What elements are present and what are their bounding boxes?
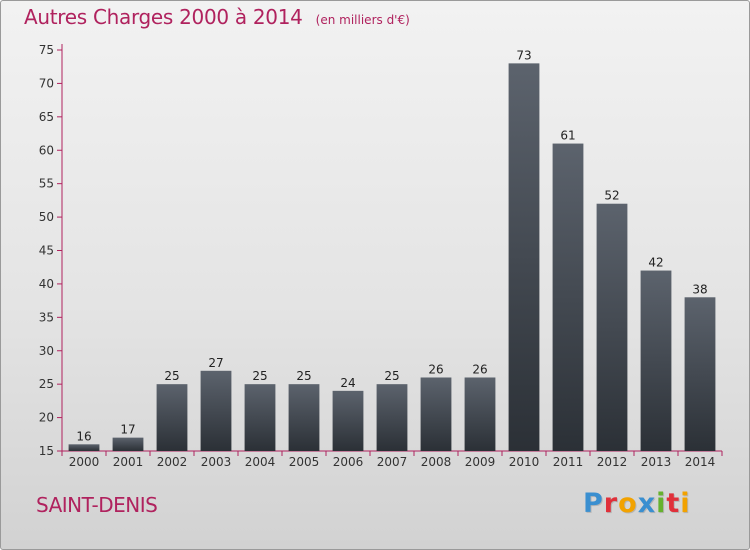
bar [596, 203, 628, 451]
data-label: 26 [472, 362, 487, 376]
bar [244, 384, 276, 451]
bar [156, 384, 188, 451]
x-tick-label: 2009 [465, 455, 496, 469]
x-tick-label: 2014 [685, 455, 716, 469]
x-tick-label: 2002 [157, 455, 188, 469]
y-tick-label: 35 [39, 310, 54, 324]
logo-letter: P [583, 488, 604, 519]
y-tick-label: 55 [39, 177, 54, 191]
logo-letter: t [666, 488, 681, 519]
y-tick-label: 15 [39, 444, 54, 458]
logo-letter: i [656, 488, 667, 519]
x-tick-label: 2011 [553, 455, 584, 469]
x-tick-label: 2012 [597, 455, 628, 469]
x-tick-label: 2008 [421, 455, 452, 469]
x-tick-label: 2006 [333, 455, 364, 469]
value-labels: 16 2000 17 2001 25 2002 27 2003 25 2004 25 2005 24 20… [69, 48, 716, 469]
data-label: 26 [428, 362, 443, 376]
data-label: 25 [252, 369, 267, 383]
y-tick-label: 50 [39, 210, 54, 224]
data-label: 73 [516, 48, 531, 62]
bar [640, 270, 672, 451]
proxiti-logo: Proxiti [583, 488, 691, 519]
data-label: 61 [560, 129, 575, 143]
data-label: 52 [604, 189, 619, 203]
y-tick-label: 70 [39, 76, 54, 90]
data-label: 25 [384, 369, 399, 383]
y-tick-label: 60 [39, 143, 54, 157]
bar [684, 297, 716, 451]
y-tick-label: 30 [39, 344, 54, 358]
y-tick-label: 40 [39, 277, 54, 291]
title-text: Autres Charges 2000 à 2014 [24, 5, 303, 29]
bar [200, 370, 232, 451]
y-tick-label: 65 [39, 110, 54, 124]
x-tick-label: 2013 [641, 455, 672, 469]
bar [288, 384, 320, 451]
chart-title: Autres Charges 2000 à 2014 (en milliers … [24, 5, 410, 29]
bar [68, 444, 100, 451]
bar [552, 143, 584, 452]
bar [420, 377, 452, 451]
title-unit: (en milliers d'€) [315, 13, 410, 27]
y-tick-label: 75 [39, 43, 54, 57]
y-tick-label: 20 [39, 411, 54, 425]
x-tick-label: 2003 [201, 455, 232, 469]
data-label: 25 [164, 369, 179, 383]
bar [332, 390, 364, 451]
data-label: 24 [340, 376, 355, 390]
y-tick-label: 25 [39, 377, 54, 391]
x-tick-label: 2010 [509, 455, 540, 469]
x-tick-label: 2005 [289, 455, 320, 469]
x-tick-label: 2000 [69, 455, 100, 469]
x-tick-label: 2004 [245, 455, 276, 469]
bar [508, 63, 540, 451]
data-label: 42 [648, 256, 663, 270]
logo-letter: i [680, 488, 691, 519]
bars [68, 63, 716, 452]
bar [464, 377, 496, 451]
data-label: 17 [120, 423, 135, 437]
logo-letter: x [637, 488, 657, 519]
data-label: 38 [692, 282, 707, 296]
data-label: 16 [76, 429, 91, 443]
bar [376, 384, 408, 451]
x-tick-label: 2007 [377, 455, 408, 469]
data-label: 25 [296, 369, 311, 383]
data-label: 27 [208, 356, 223, 370]
city-name: SAINT-DENIS [36, 493, 158, 517]
logo-letter: o [618, 488, 638, 519]
logo-letter: r [603, 488, 619, 519]
bar [112, 437, 144, 451]
x-tick-label: 2001 [113, 455, 144, 469]
y-tick-label: 45 [39, 244, 54, 258]
